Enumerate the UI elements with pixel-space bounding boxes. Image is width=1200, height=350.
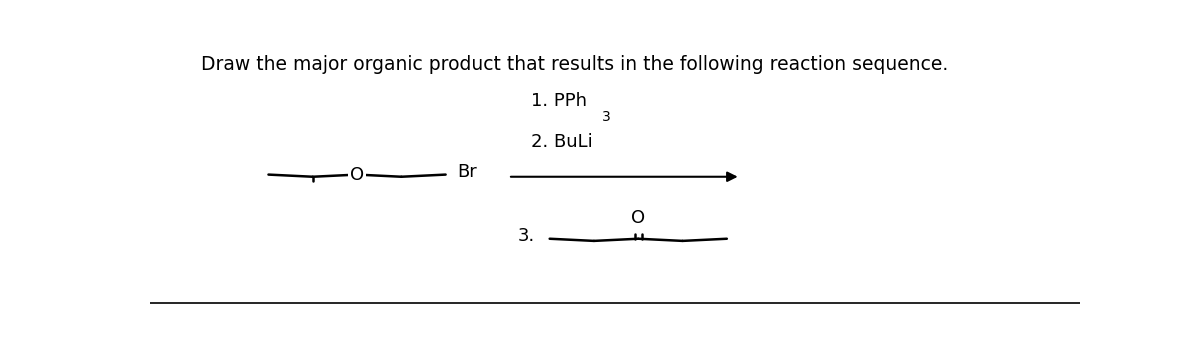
Text: 2. BuLi: 2. BuLi	[532, 133, 593, 151]
Text: 3: 3	[602, 111, 611, 125]
Text: Draw the major organic product that results in the following reaction sequence.: Draw the major organic product that resu…	[202, 56, 948, 75]
Text: O: O	[631, 209, 646, 227]
Text: 3.: 3.	[517, 227, 535, 245]
Text: Br: Br	[457, 163, 478, 181]
Text: O: O	[350, 166, 364, 184]
Text: 1. PPh: 1. PPh	[532, 92, 587, 110]
